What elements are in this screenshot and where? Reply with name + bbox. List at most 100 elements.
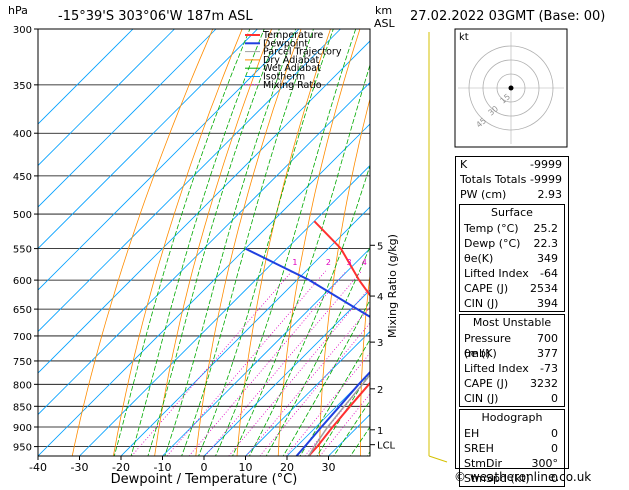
isotherm-line (0, 29, 341, 456)
index-label: Totals Totals (460, 172, 526, 187)
wet-adiabat-line (112, 29, 250, 465)
unstable-row: θe (K) 377 (460, 346, 564, 361)
wet-adiabat-line (128, 29, 264, 465)
mixing-ratio-label: 4 (362, 258, 367, 267)
location-title: -15°39'S 303°06'W 187m ASL (58, 9, 253, 24)
copyright-footer: © weatheronline.co.uk (454, 470, 591, 484)
pressure-tick-label: 900 (13, 423, 32, 434)
pressure-tick-label: 650 (13, 305, 32, 316)
surface-label: Dewp (°C) (464, 236, 520, 251)
surface-label: Lifted Index (464, 266, 529, 281)
surface-label: Temp (°C) (464, 221, 519, 236)
datetime-label: 27.02.2022 03GMT (Base: 00) (410, 9, 605, 24)
dry-adiabat-line (155, 29, 272, 456)
altitude-tick-label: 4 (377, 292, 383, 303)
hodograph-title: Hodograph (460, 410, 564, 426)
unstable-label: Lifted Index (464, 361, 529, 376)
isotherm-line (38, 29, 465, 456)
surface-title: Surface (460, 205, 564, 221)
index-row: Totals Totals -9999 (456, 172, 568, 187)
hpa-unit-label: hPa (8, 4, 28, 17)
surface-label: CAPE (J) (464, 281, 508, 296)
wet-adiabat-line (145, 29, 279, 465)
surface-row: CIN (J) 394 (460, 296, 564, 311)
index-value: -9999 (530, 172, 562, 187)
dry-adiabat-line (72, 29, 213, 456)
hodograph-point (509, 86, 514, 91)
isotherm-line (0, 29, 299, 456)
isotherm-line (0, 29, 382, 456)
pressure-tick-label: 350 (13, 81, 32, 92)
legend-label: Mixing Ratio (263, 80, 322, 91)
unstable-value: 0 (551, 391, 558, 406)
hodograph-label: StmDir (464, 456, 502, 471)
mixing-ratio-label: 1 (292, 258, 297, 267)
km-unit-label: km (375, 4, 392, 17)
pressure-tick-label: 850 (13, 402, 32, 413)
index-row: K-9999 (456, 157, 568, 172)
dry-adiabat-line (196, 29, 301, 456)
mixing-ratio-axis-title: Mixing Ratio (g/kg) (386, 234, 399, 338)
unstable-label: CAPE (J) (464, 376, 508, 391)
isotherm-line (0, 29, 424, 456)
surface-value: 25.2 (534, 221, 559, 236)
temperature-tick-label: -40 (29, 461, 47, 474)
wet-adiabat-line (195, 29, 333, 465)
x-axis-title: Dewpoint / Temperature (°C) (111, 472, 298, 486)
altitude-tick-label: 2 (377, 385, 383, 396)
wind-barb-surface (429, 456, 447, 462)
altitude-tick-label: LCL (377, 441, 396, 452)
pressure-tick-label: 450 (13, 172, 32, 183)
altitude-tick-label: 3 (377, 338, 383, 349)
pressure-tick-label: 950 (13, 443, 32, 454)
temperature-tick-label: 30 (322, 461, 336, 474)
dry-adiabat-line (400, 29, 448, 456)
dry-adiabat-line (583, 29, 608, 456)
isotherm-line (0, 29, 258, 456)
index-value: -9999 (530, 157, 562, 172)
mixing-ratio-label: 2 (326, 258, 331, 267)
altitude-tick-label: 5 (377, 241, 383, 252)
unstable-value: 377 (537, 346, 558, 361)
unstable-value: 3232 (530, 376, 558, 391)
unstable-row: Pressure (mb)700 (460, 331, 564, 346)
altitude-tick-label: 1 (377, 426, 383, 437)
surface-row: Dewp (°C)22.3 (460, 236, 564, 251)
unstable-label: CIN (J) (464, 391, 498, 406)
unstable-row: CIN (J) 0 (460, 391, 564, 406)
pressure-tick-label: 750 (13, 357, 32, 368)
unstable-label: θe (K) (464, 346, 497, 361)
hodograph-label: SREH (464, 441, 494, 456)
mixing-ratio-label: 3 (347, 258, 352, 267)
surface-row: Temp (°C) 25.2 (460, 221, 564, 236)
pressure-tick-label: 600 (13, 276, 32, 287)
unstable-row: CAPE (J) 3232 (460, 376, 564, 391)
surface-row: θe(K)349 (460, 251, 564, 266)
pressure-tick-label: 700 (13, 332, 32, 343)
surface-row: CAPE (J) 2534 (460, 281, 564, 296)
surface-value: 394 (537, 296, 558, 311)
unstable-value: -73 (540, 361, 558, 376)
index-value: 2.93 (538, 187, 563, 202)
pressure-tick-label: 800 (13, 380, 32, 391)
surface-value: 2534 (530, 281, 558, 296)
hodograph-label: EH (464, 426, 479, 441)
pressure-tick-label: 500 (13, 210, 32, 221)
isotherm-line (80, 29, 507, 456)
hodograph-unit-label: kt (459, 32, 469, 43)
hodograph-value: 0 (551, 426, 558, 441)
index-row: PW (cm)2.93 (456, 187, 568, 202)
isotherm-line (246, 29, 629, 456)
isotherm-line (0, 29, 216, 456)
unstable-label: Pressure (mb) (464, 331, 537, 346)
temperature-tick-label: -30 (71, 461, 89, 474)
surface-label: CIN (J) (464, 296, 498, 311)
surface-label: θe(K) (464, 251, 493, 266)
pressure-tick-label: 400 (13, 129, 32, 140)
pressure-tick-label: 550 (13, 245, 32, 256)
